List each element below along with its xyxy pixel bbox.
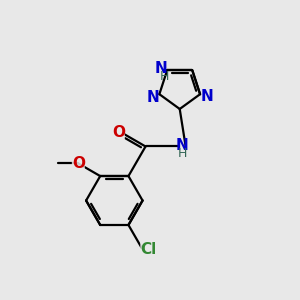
Text: H: H	[160, 70, 170, 83]
Text: N: N	[147, 90, 160, 105]
Text: O: O	[112, 125, 125, 140]
Text: N: N	[176, 138, 188, 153]
Text: H: H	[177, 146, 187, 160]
Text: Cl: Cl	[140, 242, 157, 257]
Text: O: O	[72, 156, 85, 171]
Text: N: N	[200, 89, 213, 104]
Text: N: N	[154, 61, 167, 76]
